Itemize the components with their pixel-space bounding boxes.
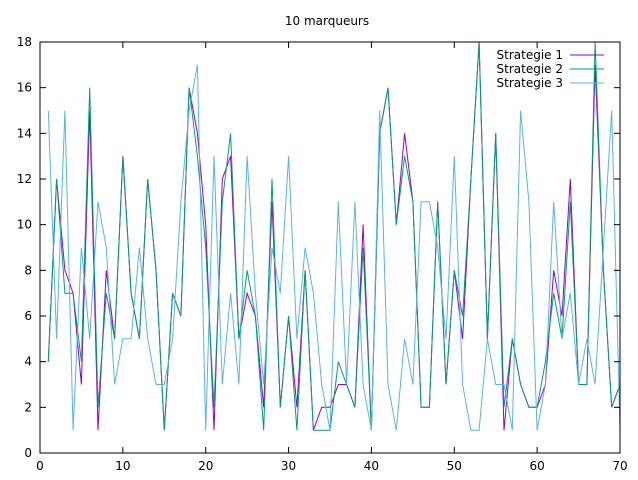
series-line-2 [47,41,621,431]
legend-label: Strategie 3 [497,76,563,90]
y-tick-label: 0 [24,446,32,460]
x-tick-label: 40 [364,459,379,473]
legend-entry-3: Strategie 3 [497,76,604,90]
y-tick-label: 16 [17,81,32,95]
y-tick-label: 10 [17,218,32,232]
plot-frame [39,41,621,454]
y-tick-label: 6 [24,309,32,323]
x-tick-label: 60 [530,459,545,473]
x-tick-label: 50 [447,459,462,473]
axis-ticks: 0 10 20 30 40 50 60 70 0 2 4 6 8 10 12 14 16 18 [17,35,628,473]
x-tick-label: 10 [115,459,130,473]
legend-label: Strategie 2 [497,62,563,76]
legend-entry-2: Strategie 2 [497,62,604,76]
y-tick-label: 18 [17,35,32,49]
y-tick-label: 8 [24,263,32,277]
x-tick-label: 70 [612,459,627,473]
x-tick-label: 20 [198,459,213,473]
x-tick-label: 30 [281,459,296,473]
x-tick-label: 0 [36,459,44,473]
series-line-3 [47,64,621,431]
y-tick-label: 12 [17,172,32,186]
legend-label: Strategie 1 [497,48,563,62]
y-tick-label: 4 [24,355,32,369]
legend-entry-1: Strategie 1 [497,48,604,62]
series-layer [47,41,621,431]
chart-title: 10 marqueurs [285,14,369,28]
y-tick-label: 2 [24,400,32,414]
y-tick-label: 14 [17,126,32,140]
